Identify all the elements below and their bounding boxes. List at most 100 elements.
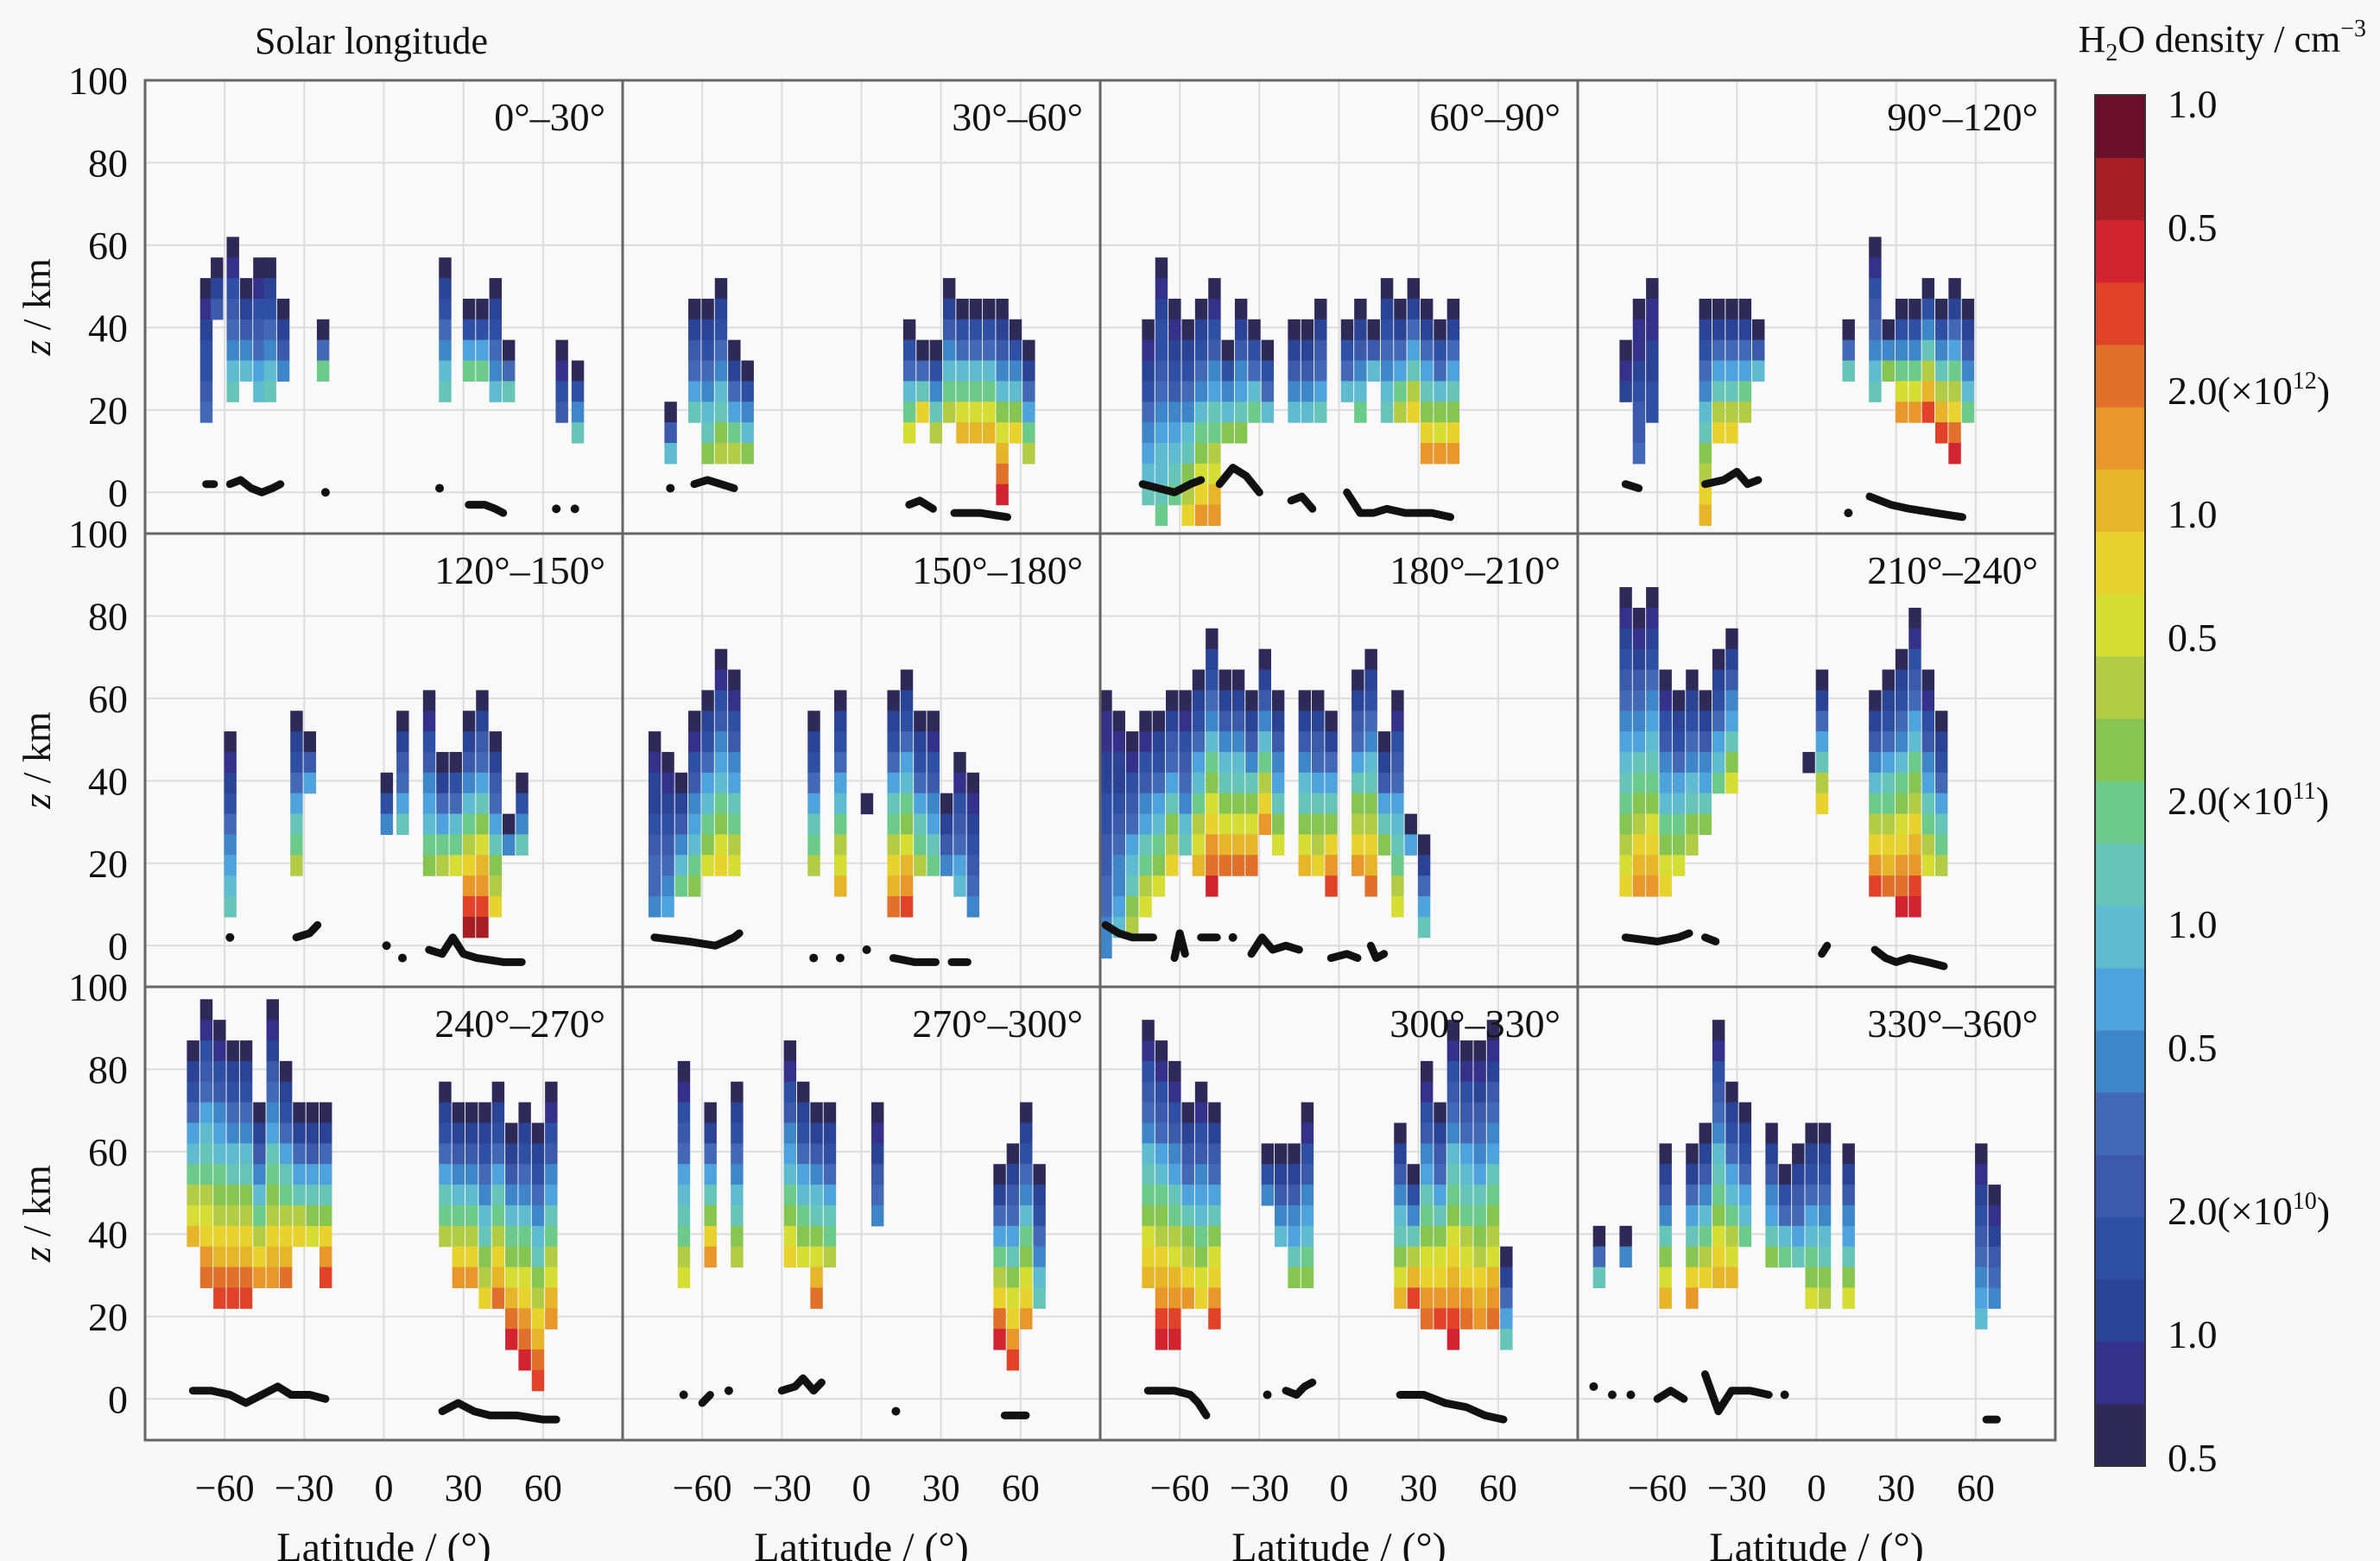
heatmap-cell — [714, 443, 728, 465]
heatmap-cell — [1155, 1308, 1168, 1330]
heatmap-cell — [1961, 401, 1975, 423]
heatmap-cell — [1948, 422, 1961, 444]
heatmap-cell — [1006, 1287, 1020, 1309]
heatmap-cell — [1486, 1308, 1500, 1330]
heatmap-cell — [476, 360, 489, 382]
heatmap-cell — [834, 875, 847, 897]
heatmap-cell — [1738, 401, 1752, 423]
heatmap-cell — [1301, 319, 1314, 341]
heatmap-cell — [1407, 401, 1421, 423]
heatmap-cell — [1712, 1267, 1725, 1289]
heatmap-cell — [1208, 483, 1221, 506]
heatmap-cell — [1895, 896, 1908, 918]
heatmap-cell — [834, 813, 847, 836]
surface-line — [1143, 1387, 1211, 1419]
heatmap-cell — [1142, 1225, 1155, 1248]
heatmap-cell — [1022, 360, 1035, 382]
heatmap-cell — [714, 298, 728, 320]
heatmap-cell — [1391, 751, 1404, 774]
heatmap-cell — [1367, 339, 1380, 362]
heatmap-cell — [489, 793, 503, 815]
heatmap-cell — [728, 855, 741, 876]
heatmap-cell — [1006, 1349, 1020, 1371]
heatmap-cell — [914, 751, 927, 774]
heatmap-cell — [1155, 1329, 1168, 1350]
heatmap-cell — [1805, 1287, 1818, 1309]
colorbar-tick-label: 2.0(×1012) — [2168, 368, 2330, 413]
heatmap-cell — [476, 751, 489, 774]
x-tick-label: −30 — [1707, 1467, 1767, 1509]
heatmap-cell — [224, 772, 237, 794]
heatmap-cell — [1194, 483, 1208, 506]
heatmap-cell — [505, 1164, 518, 1185]
heatmap-cell — [1271, 751, 1285, 774]
heatmap-cell — [661, 813, 674, 836]
heatmap-cell — [823, 1204, 837, 1227]
heatmap-cell — [1869, 772, 1882, 794]
heatmap-cell — [927, 711, 940, 732]
heatmap-cell — [1364, 875, 1377, 897]
heatmap-cell — [1394, 1122, 1407, 1144]
heatmap-cell — [1869, 298, 1882, 320]
heatmap-cell — [439, 360, 452, 382]
heatmap-cell — [1659, 669, 1672, 691]
heatmap-cell — [452, 1185, 465, 1206]
heatmap-cell — [1022, 381, 1035, 402]
heatmap-cell — [648, 793, 661, 815]
heatmap-cell — [1208, 463, 1221, 485]
heatmap-cell — [518, 1267, 531, 1289]
heatmap-cell — [1218, 855, 1231, 876]
heatmap-cell — [1391, 875, 1404, 897]
heatmap-cell — [1921, 793, 1935, 815]
heatmap-cell — [1751, 339, 1765, 362]
heatmap-cell — [1245, 751, 1258, 774]
heatmap-cell — [1139, 834, 1152, 856]
heatmap-cell — [1166, 813, 1179, 836]
heatmap-cell — [1882, 690, 1895, 711]
heatmap-cell — [1805, 1267, 1818, 1289]
heatmap-cell — [253, 1102, 266, 1124]
heatmap-cell — [1988, 1287, 2001, 1309]
heatmap-cell — [239, 319, 253, 341]
panel-frame — [1576, 985, 2057, 1442]
heatmap-cell — [279, 1267, 293, 1289]
heatmap-cell — [728, 834, 741, 856]
heatmap-cell — [1166, 690, 1179, 711]
heatmap-cell — [969, 298, 983, 320]
heatmap-cell — [465, 1185, 478, 1206]
heatmap-cell — [996, 360, 1009, 382]
heatmap-cell — [531, 1204, 545, 1227]
heatmap-cell — [1815, 772, 1829, 794]
heatmap-cell — [1818, 1246, 1832, 1268]
heatmap-cell — [1152, 793, 1166, 815]
heatmap-cell — [199, 1204, 213, 1227]
heatmap-cell — [306, 1185, 320, 1206]
heatmap-cell — [199, 339, 213, 362]
heatmap-cell — [439, 278, 452, 300]
heatmap-cell — [1181, 1204, 1194, 1227]
heatmap-cell — [316, 319, 330, 341]
heatmap-cell — [1908, 793, 1921, 815]
heatmap-cell — [1420, 360, 1434, 382]
heatmap-cell — [1434, 381, 1446, 402]
heatmap-cell — [1500, 1329, 1513, 1350]
heatmap-cell — [1155, 1204, 1168, 1227]
heatmap-cell — [199, 1267, 213, 1289]
heatmap-cell — [279, 1102, 293, 1124]
heatmap-cell — [213, 1287, 226, 1309]
heatmap-cell — [1391, 793, 1404, 815]
heatmap-cell — [1261, 1164, 1275, 1185]
colorbar-segment — [2095, 1154, 2145, 1218]
heatmap-cell — [1460, 1040, 1473, 1062]
heatmap-cell — [491, 1102, 505, 1124]
heatmap-cell — [1869, 237, 1882, 258]
heatmap-cell — [1354, 319, 1367, 341]
heatmap-cell — [1142, 401, 1155, 423]
heatmap-cell — [1778, 1164, 1792, 1185]
heatmap-cell — [1033, 1164, 1046, 1185]
heatmap-cell — [224, 896, 237, 918]
heatmap-cell — [489, 813, 503, 836]
heatmap-cell — [728, 731, 741, 753]
